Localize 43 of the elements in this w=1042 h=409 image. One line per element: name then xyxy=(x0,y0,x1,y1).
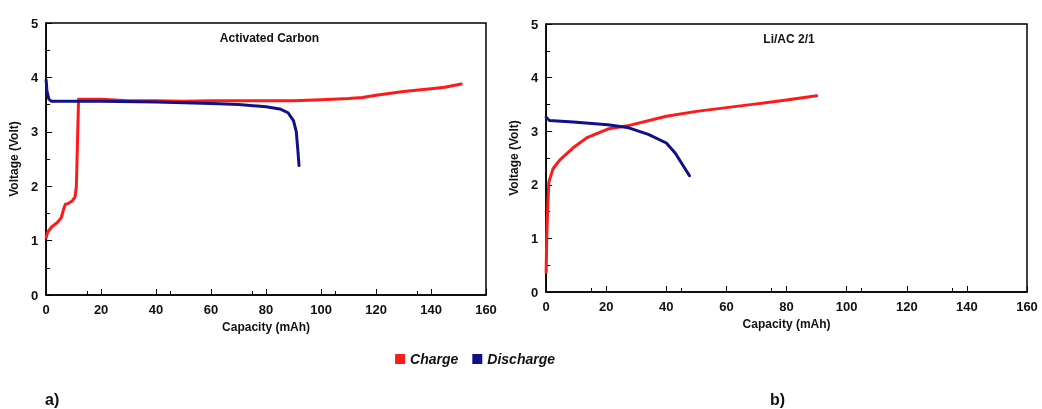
y-tick-label: 2 xyxy=(30,178,39,194)
x-tick-label: 100 xyxy=(835,299,858,314)
x-tick-label: 60 xyxy=(719,299,734,314)
legend-label: Charge xyxy=(410,351,459,367)
x-tick-label: 80 xyxy=(258,302,274,317)
y-tick-label: 3 xyxy=(30,124,39,140)
x-tick-label: 40 xyxy=(659,299,674,314)
x-tick-label: 140 xyxy=(420,302,442,317)
y-tick-label: 4 xyxy=(530,70,539,86)
text: a) xyxy=(45,390,60,408)
x-axis-title: Capacity (mAh) xyxy=(742,316,831,331)
y-tick-label: 0 xyxy=(30,287,39,303)
text: b) xyxy=(770,390,786,408)
x-axis-title: Capacity (mAh) xyxy=(222,319,311,334)
x-tick-label: 60 xyxy=(203,302,219,317)
x-tick-label: 120 xyxy=(895,299,918,314)
y-axis-title: Voltage (Volt) xyxy=(507,120,521,196)
line-series xyxy=(544,94,819,274)
y-axis-title: Voltage (Volt) xyxy=(7,121,21,197)
x-tick-label: 80 xyxy=(779,299,794,314)
y-tick-label: 2 xyxy=(530,177,539,193)
text: Activated Carbon xyxy=(219,31,320,45)
y-tick-label: 3 xyxy=(530,123,539,139)
text: Li/AC 2/1 xyxy=(763,32,815,46)
y-tick-label: 1 xyxy=(530,230,539,246)
x-tick-label: 100 xyxy=(310,302,332,317)
x-tick-label: 0 xyxy=(42,302,50,317)
line-series xyxy=(44,78,301,168)
x-tick-label: 20 xyxy=(599,299,614,314)
legend-label: Discharge xyxy=(487,351,556,367)
x-tick-label: 0 xyxy=(542,299,550,314)
y-tick-label: 5 xyxy=(530,16,539,32)
x-tick-label: 160 xyxy=(475,302,497,317)
y-tick-label: 1 xyxy=(30,233,39,249)
x-tick-label: 40 xyxy=(148,302,164,317)
x-tick-label: 160 xyxy=(1016,299,1038,314)
line-series xyxy=(544,115,691,178)
y-tick-label: 5 xyxy=(30,15,39,31)
x-tick-label: 140 xyxy=(956,299,978,314)
y-tick-label: 0 xyxy=(530,284,539,300)
x-tick-label: 120 xyxy=(365,302,387,317)
y-tick-label: 4 xyxy=(30,69,39,85)
x-tick-label: 20 xyxy=(93,302,109,317)
